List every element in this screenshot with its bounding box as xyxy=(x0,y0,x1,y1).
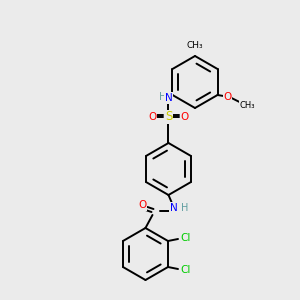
Text: CH₃: CH₃ xyxy=(240,100,255,109)
Text: O: O xyxy=(148,112,157,122)
Text: O: O xyxy=(138,200,147,210)
Text: N: N xyxy=(165,93,172,103)
Text: O: O xyxy=(224,92,232,102)
Text: Cl: Cl xyxy=(181,265,191,275)
Text: CH₃: CH₃ xyxy=(187,41,203,50)
Text: N: N xyxy=(169,203,177,213)
Text: S: S xyxy=(165,110,172,124)
Text: Cl: Cl xyxy=(181,233,191,243)
Text: H: H xyxy=(159,92,166,102)
Text: H: H xyxy=(181,203,188,213)
Text: O: O xyxy=(180,112,189,122)
